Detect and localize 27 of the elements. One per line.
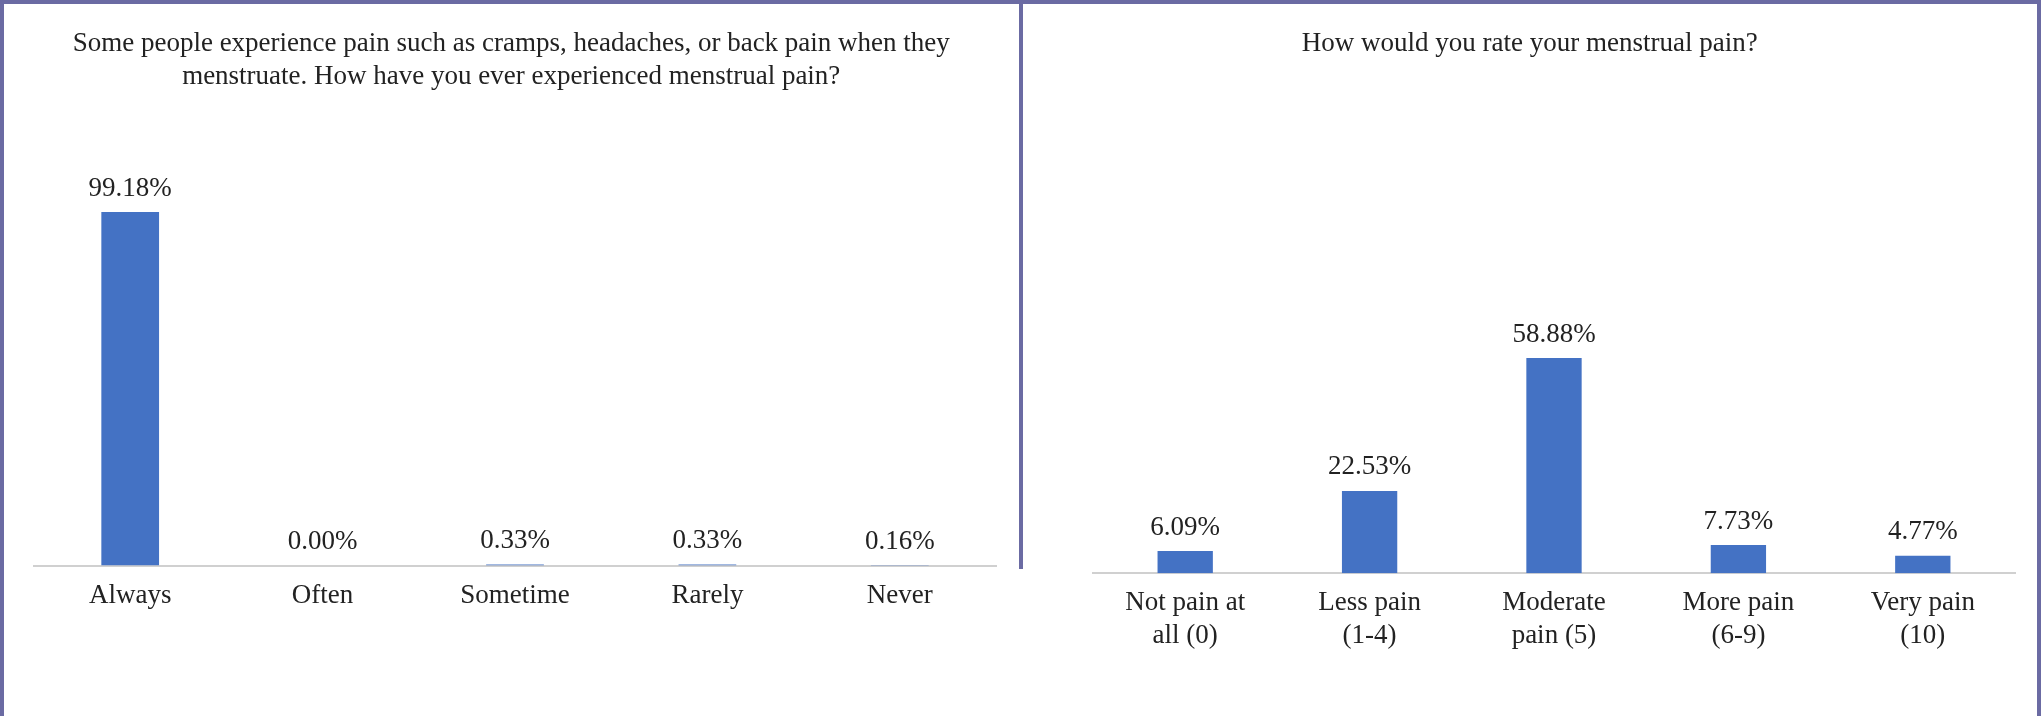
- x-tick-label: Moderate pain (5): [1501, 586, 1606, 649]
- data-label: 4.77%: [1887, 515, 1958, 546]
- data-label: 0.00%: [287, 525, 358, 556]
- x-tick-label: More pain (6-9): [1682, 586, 1795, 649]
- bar: [1710, 544, 1766, 574]
- x-tick-label: Rarely: [671, 578, 744, 609]
- data-label: 0.33%: [672, 524, 743, 555]
- x-tick-label: Very pain (10): [1870, 586, 1975, 649]
- data-label: 22.53%: [1327, 450, 1411, 481]
- bar: [1525, 358, 1582, 574]
- data-label: 0.16%: [864, 524, 935, 555]
- data-label: 0.33%: [480, 524, 550, 555]
- bar: [1341, 490, 1397, 574]
- bar: [1894, 555, 1950, 574]
- bar: [1157, 550, 1213, 574]
- x-tick-label: Often: [291, 578, 354, 609]
- data-label: 7.73%: [1703, 504, 1773, 535]
- x-tick-label: Always: [88, 578, 172, 609]
- data-label: 58.88%: [1511, 317, 1596, 348]
- x-tick-label: Never: [866, 578, 933, 609]
- x-tick-label: Less pain (1-4): [1317, 586, 1421, 649]
- data-label: 6.09%: [1149, 510, 1220, 541]
- data-label: 99.18%: [88, 171, 172, 202]
- x-tick-label: Not pain at all (0): [1124, 586, 1246, 649]
- chart-title: How would you rate your menstrual pain?: [1300, 26, 1759, 59]
- x-tick-label: Sometime: [460, 578, 570, 609]
- chart-title: Some people experience pain such as cramps, headaches, or back pain when they menstruate. How have you ever experienced menstrual pain?: [71, 26, 951, 92]
